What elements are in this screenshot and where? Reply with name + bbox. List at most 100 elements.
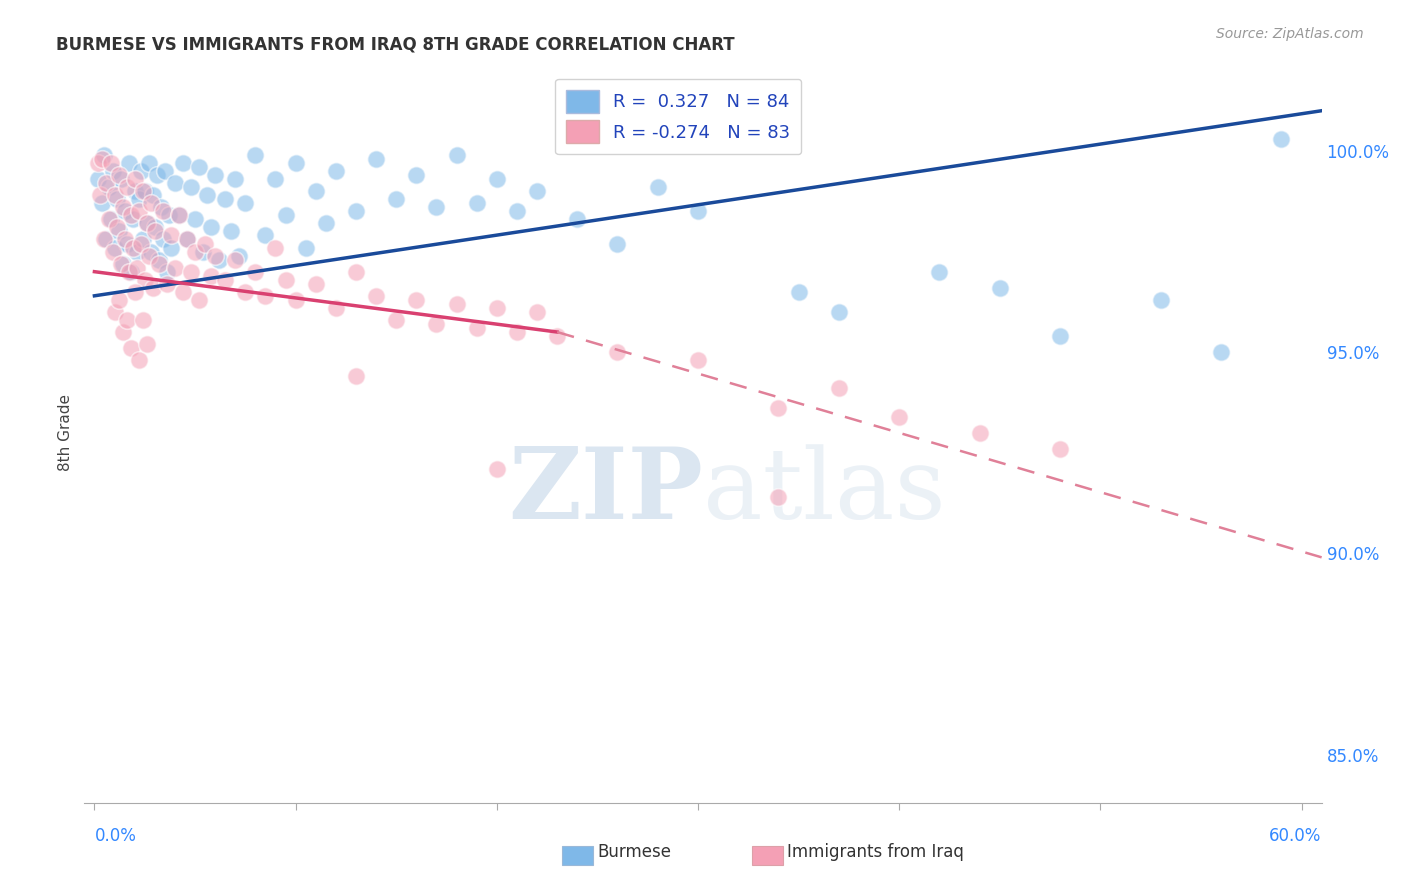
Point: [294, 241, 316, 255]
Point: [200, 220, 222, 235]
Legend: R =  0.327   N = 84, R = -0.274   N = 83: R = 0.327 N = 84, R = -0.274 N = 83: [555, 78, 801, 154]
Point: [188, 293, 211, 307]
Point: [647, 180, 669, 194]
Point: [325, 164, 347, 178]
Point: [214, 192, 236, 206]
Point: [129, 236, 152, 251]
Point: [364, 152, 387, 166]
Point: [546, 329, 568, 343]
Point: [143, 220, 166, 235]
Point: [228, 249, 250, 263]
Point: [87, 172, 110, 186]
Point: [156, 277, 179, 291]
Point: [254, 289, 277, 303]
Point: [146, 168, 169, 182]
Point: [405, 293, 427, 307]
Point: [128, 204, 150, 219]
Point: [131, 232, 153, 246]
Point: [91, 152, 114, 166]
Point: [134, 273, 156, 287]
Point: [103, 241, 125, 255]
Point: [120, 265, 142, 279]
Point: [139, 196, 162, 211]
Point: [135, 216, 157, 230]
Point: [100, 156, 122, 170]
Point: [191, 244, 214, 259]
Point: [245, 148, 267, 162]
Point: [465, 196, 488, 211]
Point: [107, 293, 129, 307]
Point: [115, 180, 138, 194]
Point: [224, 252, 246, 267]
Point: [828, 381, 851, 395]
Point: [506, 325, 529, 339]
Point: [103, 188, 125, 202]
Point: [135, 337, 157, 351]
Point: [325, 301, 347, 315]
Point: [606, 236, 628, 251]
Point: [686, 204, 709, 219]
Point: [131, 313, 153, 327]
Point: [163, 260, 186, 275]
Point: [114, 232, 136, 246]
Point: [96, 176, 118, 190]
Point: [105, 192, 128, 206]
Point: [138, 249, 160, 263]
Point: [180, 180, 202, 194]
Point: [988, 281, 1011, 295]
Text: Immigrants from Iraq: Immigrants from Iraq: [787, 843, 965, 861]
Point: [103, 305, 125, 319]
Point: [121, 212, 143, 227]
Point: [148, 257, 170, 271]
Point: [425, 200, 447, 214]
Point: [167, 208, 190, 222]
Point: [93, 232, 115, 246]
Point: [485, 301, 508, 315]
Point: [928, 265, 950, 279]
Point: [172, 156, 194, 170]
Point: [768, 401, 790, 416]
Point: [124, 184, 146, 198]
Point: [160, 241, 183, 255]
Point: [787, 285, 810, 299]
Point: [828, 305, 851, 319]
Point: [344, 204, 367, 219]
Point: [686, 353, 709, 368]
Point: [315, 216, 337, 230]
Point: [134, 184, 156, 198]
Point: [204, 168, 226, 182]
Point: [485, 462, 508, 476]
Point: [143, 224, 166, 238]
Point: [138, 156, 160, 170]
Point: [200, 268, 222, 283]
Point: [117, 265, 139, 279]
Point: [96, 232, 118, 246]
Point: [101, 244, 124, 259]
Point: [167, 208, 190, 222]
Point: [107, 224, 129, 238]
Point: [87, 156, 110, 170]
Point: [125, 244, 148, 259]
Point: [100, 212, 122, 227]
Point: [264, 241, 287, 255]
Text: Source: ZipAtlas.com: Source: ZipAtlas.com: [1216, 27, 1364, 41]
Point: [148, 252, 170, 267]
Point: [120, 341, 142, 355]
Point: [1209, 345, 1232, 359]
Point: [254, 228, 277, 243]
Point: [180, 265, 202, 279]
Point: [446, 297, 468, 311]
Point: [114, 204, 136, 219]
Point: [176, 232, 198, 246]
Point: [131, 184, 153, 198]
Text: Burmese: Burmese: [598, 843, 672, 861]
Point: [233, 196, 256, 211]
Point: [195, 188, 218, 202]
Point: [135, 216, 157, 230]
Point: [139, 244, 162, 259]
Point: [97, 212, 120, 227]
Point: [1270, 132, 1292, 146]
Point: [93, 148, 115, 162]
Point: [768, 490, 790, 504]
Point: [120, 208, 142, 222]
